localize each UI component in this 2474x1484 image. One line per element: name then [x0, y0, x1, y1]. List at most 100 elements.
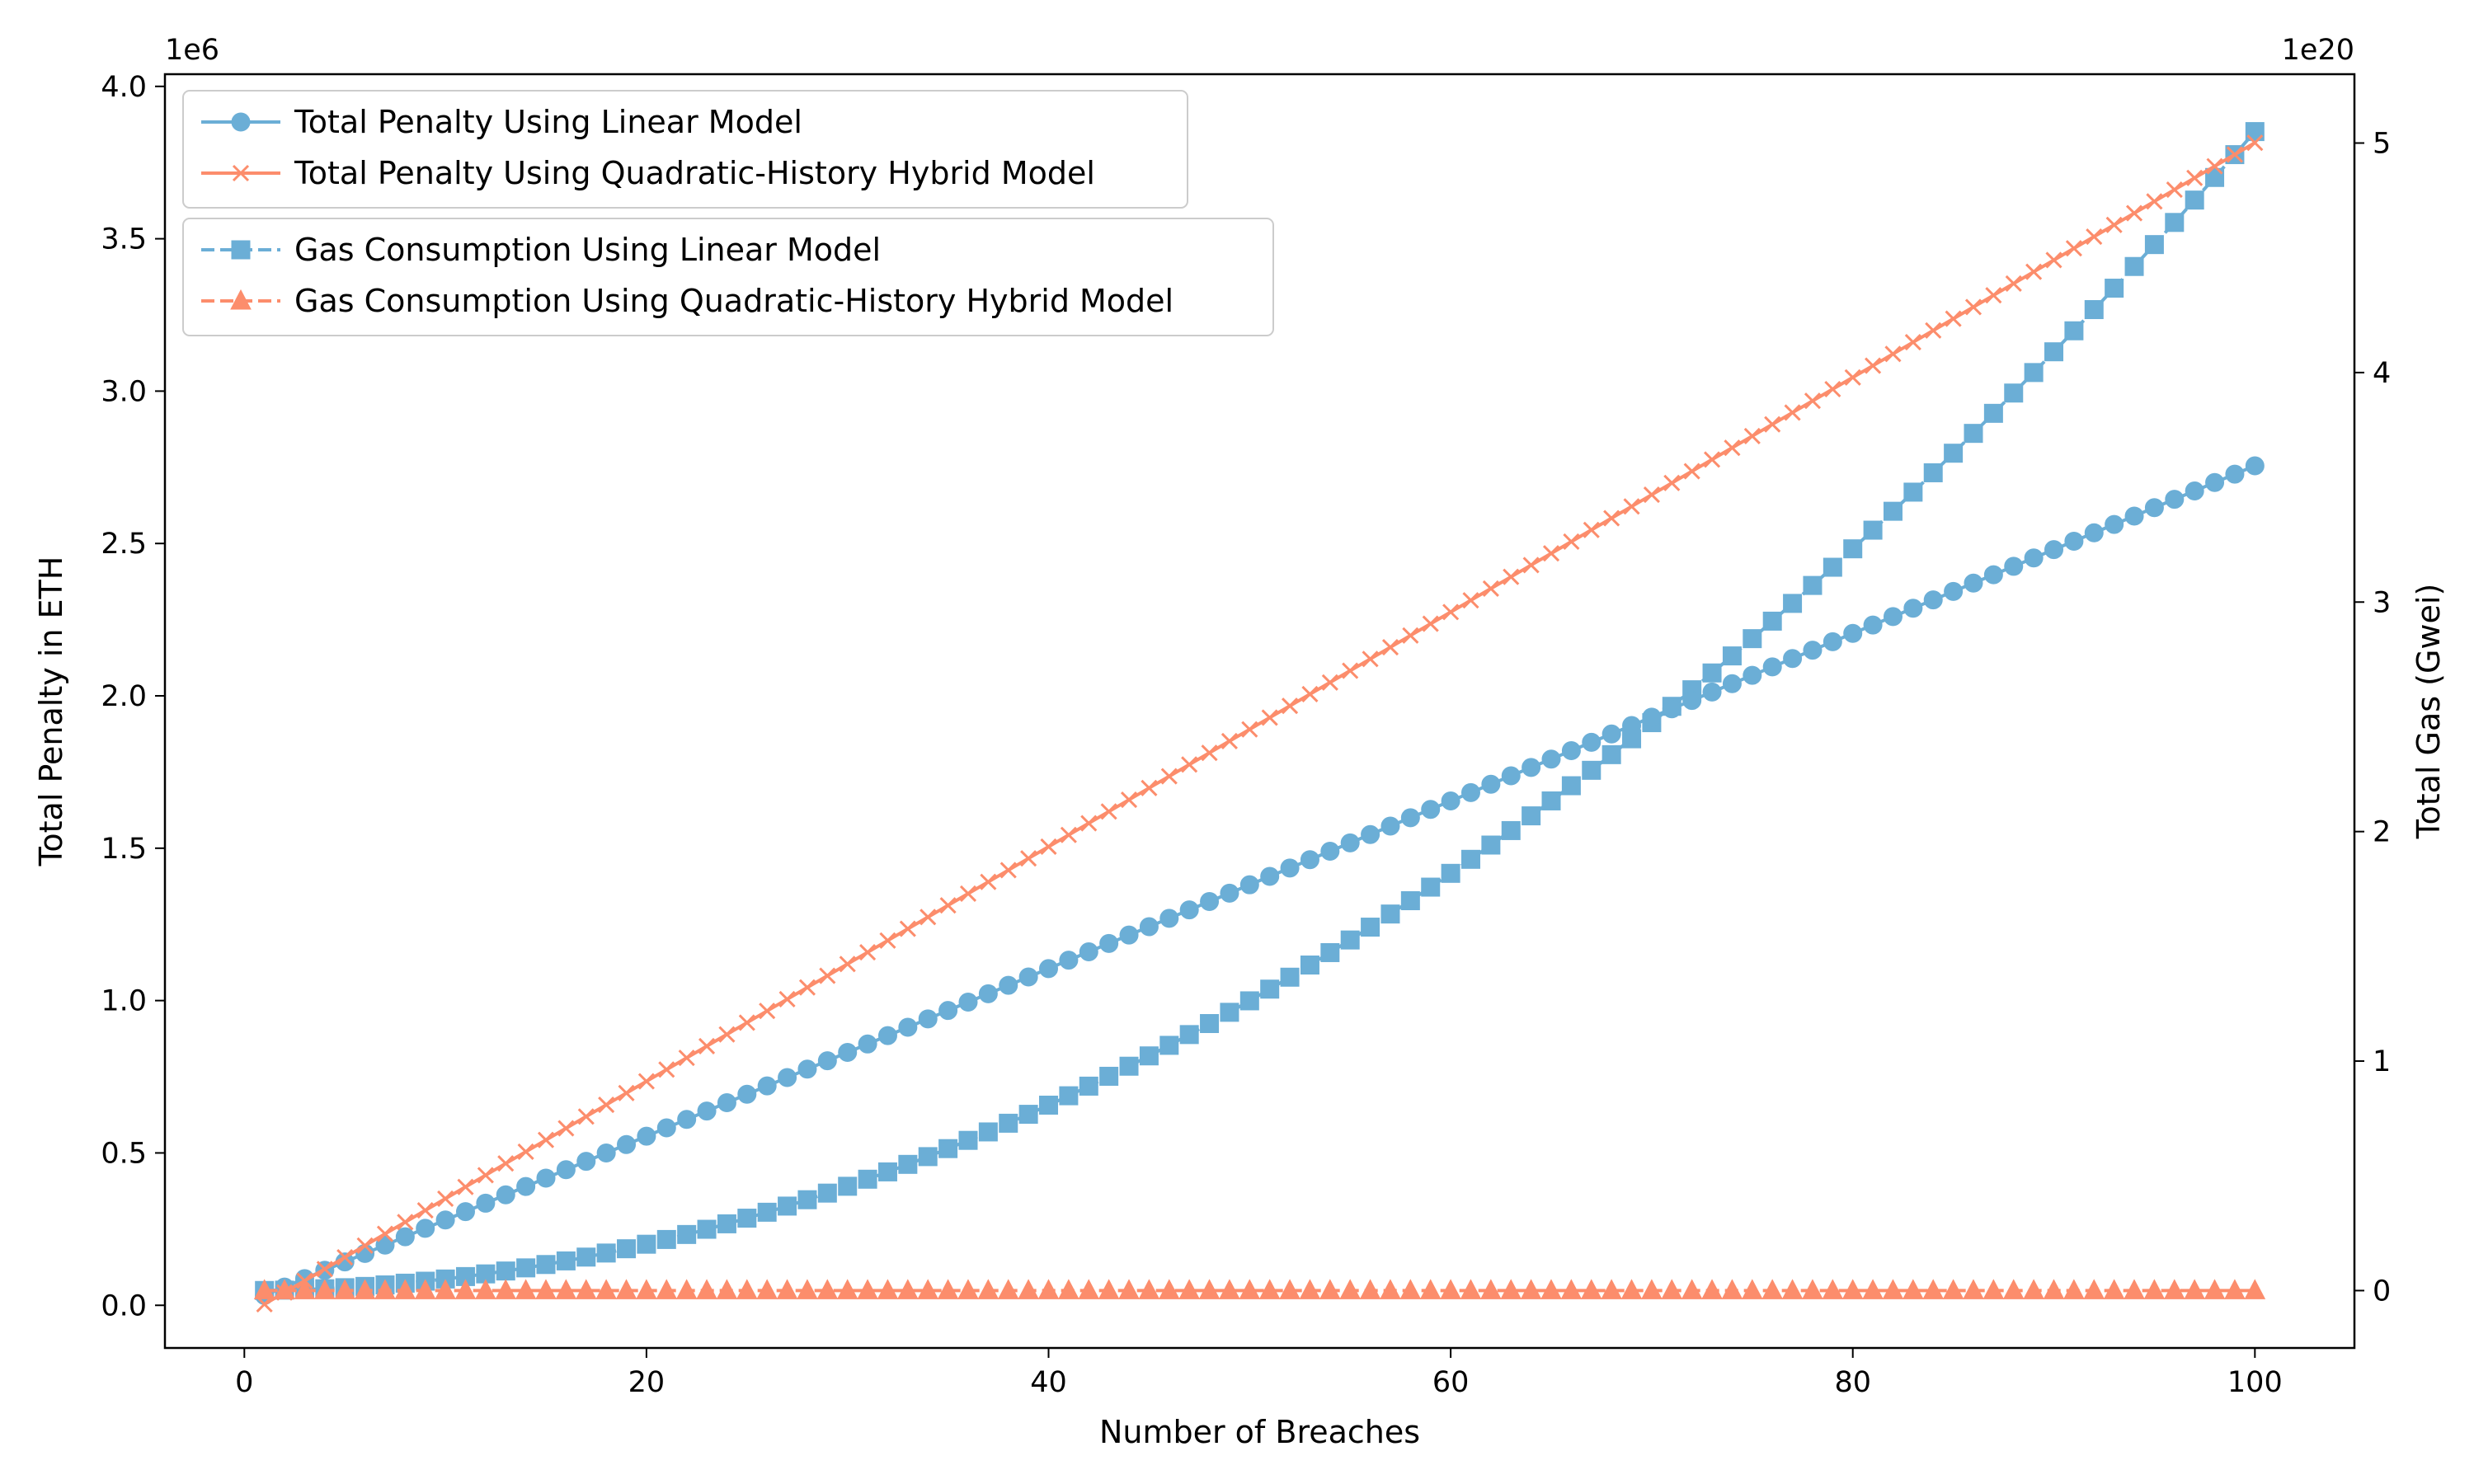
data-point: [656, 1279, 678, 1299]
y-left-tick-label: 3.5: [101, 223, 147, 256]
data-point: [1441, 791, 1460, 811]
y-left-tick-label: 1.5: [101, 833, 147, 866]
legend-marker: [232, 164, 250, 182]
data-point: [1783, 594, 1803, 613]
data-point: [1020, 850, 1037, 867]
data-point: [1702, 682, 1722, 702]
x-tick-label: 80: [1834, 1366, 1871, 1399]
data-point: [678, 1050, 695, 1067]
data-point: [336, 1248, 354, 1266]
data-point: [2124, 506, 2144, 526]
data-point: [1743, 427, 1761, 444]
data-point: [1761, 1279, 1784, 1299]
data-point: [2044, 342, 2064, 362]
data-point: [1399, 1279, 1422, 1299]
data-point: [1945, 310, 1962, 327]
data-point: [2184, 1279, 2206, 1299]
data-point: [1865, 357, 1882, 374]
data-point: [356, 1237, 374, 1254]
data-point: [1983, 403, 2003, 423]
data-point: [980, 873, 997, 890]
data-point: [938, 1001, 958, 1021]
data-point: [776, 1279, 798, 1299]
data-point: [1422, 615, 1439, 632]
data-point: [1060, 826, 1077, 843]
data-point: [596, 1243, 616, 1263]
data-point: [1098, 1279, 1120, 1299]
data-point: [1078, 1279, 1100, 1299]
data-point: [1743, 629, 1762, 649]
data-point: [2246, 134, 2264, 152]
data-point: [1661, 1279, 1683, 1299]
data-point: [698, 1037, 716, 1054]
data-point: [294, 1279, 316, 1299]
data-point: [476, 1193, 496, 1213]
data-point: [1663, 474, 1681, 491]
data-point: [1503, 568, 1520, 585]
data-point: [1120, 791, 1138, 809]
data-point: [1903, 482, 1923, 502]
data-point: [313, 1279, 336, 1299]
data-point: [858, 1034, 877, 1054]
data-point: [756, 1279, 778, 1299]
data-point: [877, 1279, 899, 1299]
data-point: [435, 1279, 456, 1299]
y-left-tick-label: 1.0: [101, 985, 147, 1018]
data-point: [1682, 691, 1702, 711]
data-point: [2165, 213, 2185, 232]
data-point: [999, 975, 1018, 995]
data-point: [1440, 1279, 1461, 1299]
legend-label: Gas Consumption Using Quadratic-History …: [294, 283, 1174, 319]
y-right-tick-label: 5: [2373, 128, 2391, 161]
data-point: [957, 1279, 979, 1299]
data-point: [858, 1169, 877, 1189]
data-point: [677, 1224, 697, 1244]
y-right-tick-label: 2: [2373, 816, 2391, 849]
data-point: [256, 1295, 273, 1313]
data-point: [1701, 1279, 1723, 1299]
data-point: [374, 1279, 396, 1299]
data-point: [2185, 481, 2204, 500]
data-point: [737, 1084, 757, 1104]
data-point: [556, 1251, 576, 1270]
data-point: [2043, 1279, 2065, 1299]
series-triangle: [253, 1279, 2266, 1299]
data-point: [1923, 590, 1943, 610]
data-point: [1642, 707, 1662, 727]
data-point: [1400, 808, 1420, 828]
left-axis-offset-label: 1e6: [165, 34, 219, 67]
data-point: [675, 1279, 698, 1299]
data-point: [716, 1279, 738, 1299]
data-point: [1520, 1279, 1542, 1299]
data-point: [2025, 263, 2043, 280]
data-point: [496, 1261, 515, 1281]
data-point: [517, 1143, 534, 1161]
data-point: [2005, 275, 2022, 292]
data-point: [1522, 556, 1540, 574]
data-point: [879, 932, 896, 949]
data-point: [2226, 146, 2244, 163]
data-point: [1220, 883, 1239, 903]
data-point: [376, 1225, 394, 1242]
data-point: [1603, 510, 1620, 527]
data-point: [1743, 665, 1762, 685]
data-point: [1141, 779, 1158, 796]
data-point: [497, 1155, 515, 1172]
data-point: [1058, 1279, 1079, 1299]
data-point: [717, 1092, 736, 1112]
data-point: [1421, 800, 1441, 819]
data-point: [1201, 744, 1218, 762]
data-point: [2146, 193, 2163, 210]
x-tick-label: 0: [235, 1366, 253, 1399]
data-point: [1541, 749, 1561, 769]
data-point: [798, 979, 816, 996]
data-point: [1080, 815, 1098, 832]
data-point: [253, 1279, 275, 1299]
data-point: [1522, 758, 1541, 777]
data-point: [1582, 732, 1602, 752]
data-point: [1764, 416, 1781, 433]
data-point: [1942, 1279, 1964, 1299]
data-point: [757, 1076, 777, 1096]
data-point: [1300, 850, 1319, 870]
data-point: [1380, 1279, 1401, 1299]
